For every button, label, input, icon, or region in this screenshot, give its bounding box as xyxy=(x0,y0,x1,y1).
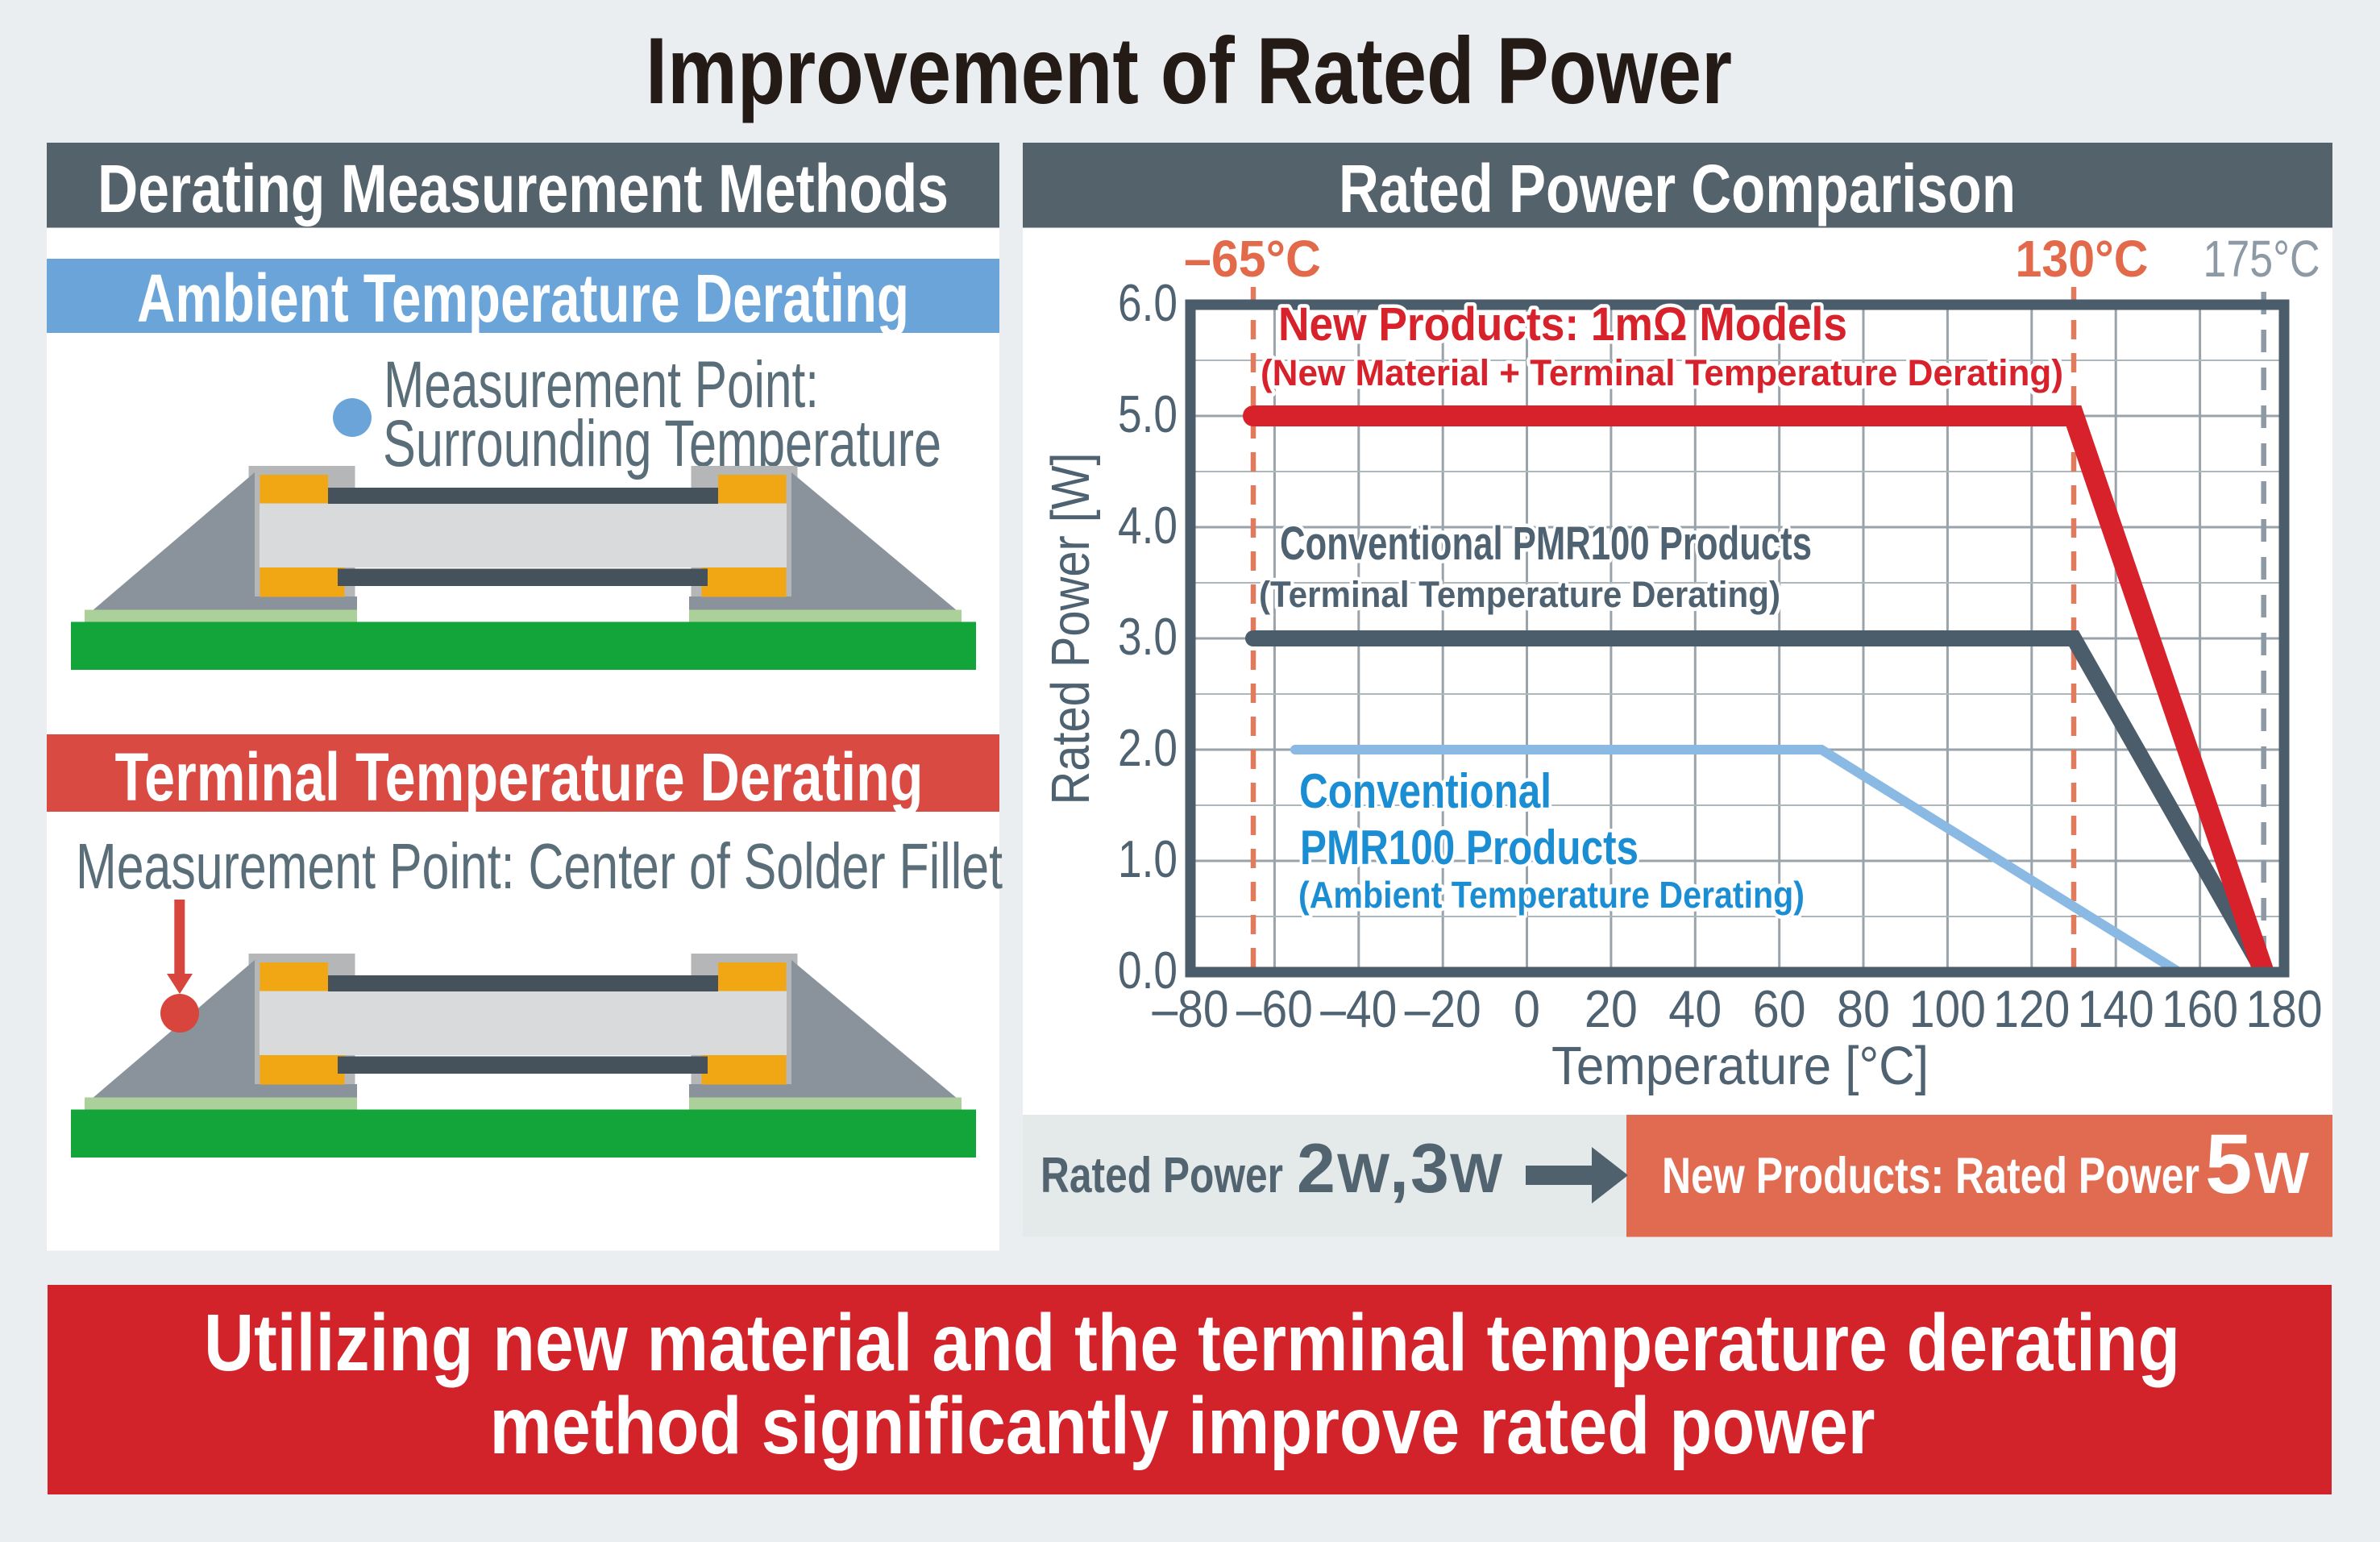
svg-text:–60: –60 xyxy=(1236,979,1313,1038)
svg-text:New Products: 1mΩ Models: New Products: 1mΩ Models xyxy=(1278,298,1847,351)
svg-text:Derating Measurement Methods: Derating Measurement Methods xyxy=(98,151,949,227)
svg-text:5: 5 xyxy=(2205,1117,2252,1212)
svg-text:Ambient Temperature Derating: Ambient Temperature Derating xyxy=(137,260,909,336)
svg-text:(Terminal Temperature Derating: (Terminal Temperature Derating) xyxy=(1259,574,1780,615)
svg-text:Rated Power: Rated Power xyxy=(1040,1148,1283,1203)
svg-text:Conventional PMR100 Products: Conventional PMR100 Products xyxy=(1280,517,1812,570)
svg-text:Improvement of Rated Power: Improvement of Rated Power xyxy=(646,18,1732,123)
svg-text:–40: –40 xyxy=(1320,979,1397,1038)
svg-text:140: 140 xyxy=(2078,979,2154,1038)
svg-text:,: , xyxy=(1389,1130,1409,1207)
svg-text:5.0: 5.0 xyxy=(1118,384,1178,443)
svg-text:130°C: 130°C xyxy=(2016,230,2149,288)
svg-text:0.0: 0.0 xyxy=(1118,941,1178,1000)
svg-text:2.0: 2.0 xyxy=(1118,718,1178,777)
svg-text:(New Material + Terminal Tempe: (New Material + Terminal Temperature Der… xyxy=(1261,352,2063,393)
svg-text:Conventional: Conventional xyxy=(1299,764,1551,818)
svg-text:20: 20 xyxy=(1585,979,1638,1038)
svg-text:(Ambient Temperature Derating): (Ambient Temperature Derating) xyxy=(1298,874,1805,916)
svg-text:160: 160 xyxy=(2162,979,2238,1038)
svg-text:100: 100 xyxy=(1909,979,1986,1038)
svg-text:Surrounding Temperature: Surrounding Temperature xyxy=(383,407,941,480)
svg-text:Rated Power [W]: Rated Power [W] xyxy=(1040,453,1101,805)
svg-text:Terminal Temperature Derating: Terminal Temperature Derating xyxy=(115,739,924,815)
svg-text:–65°C: –65°C xyxy=(1184,230,1321,288)
svg-text:60: 60 xyxy=(1753,979,1806,1038)
svg-text:PMR100 Products: PMR100 Products xyxy=(1300,821,1639,875)
svg-text:Measurement Point:: Measurement Point: xyxy=(384,348,819,422)
svg-text:40: 40 xyxy=(1668,979,1722,1038)
svg-text:3.0: 3.0 xyxy=(1118,607,1178,666)
svg-text:Temperature [°C]: Temperature [°C] xyxy=(1551,1036,1929,1096)
svg-text:–80: –80 xyxy=(1153,979,1229,1038)
svg-text:2: 2 xyxy=(1297,1130,1335,1207)
svg-text:method significantly improve r: method significantly improve rated power xyxy=(490,1381,1875,1471)
svg-text:4.0: 4.0 xyxy=(1118,496,1178,555)
svg-text:1.0: 1.0 xyxy=(1118,829,1178,888)
svg-text:Utilizing new material and the: Utilizing new material and the terminal … xyxy=(204,1298,2180,1388)
svg-text:80: 80 xyxy=(1837,979,1890,1038)
svg-text:W: W xyxy=(1337,1142,1390,1204)
svg-text:120: 120 xyxy=(1993,979,2070,1038)
svg-text:Rated Power Comparison: Rated Power Comparison xyxy=(1339,151,2016,227)
svg-text:Measurement Point: Center of S: Measurement Point: Center of Solder Fill… xyxy=(76,830,1003,902)
svg-text:–20: –20 xyxy=(1405,979,1481,1038)
svg-text:W: W xyxy=(2254,1141,2309,1206)
svg-text:3: 3 xyxy=(1410,1130,1449,1207)
svg-text:6.0: 6.0 xyxy=(1118,273,1178,332)
svg-text:New Products: Rated Power: New Products: Rated Power xyxy=(1662,1148,2199,1204)
svg-text:180: 180 xyxy=(2246,979,2323,1038)
svg-text:W: W xyxy=(1450,1142,1503,1204)
svg-text:0: 0 xyxy=(1514,979,1540,1038)
svg-text:175°C: 175°C xyxy=(2203,230,2320,288)
